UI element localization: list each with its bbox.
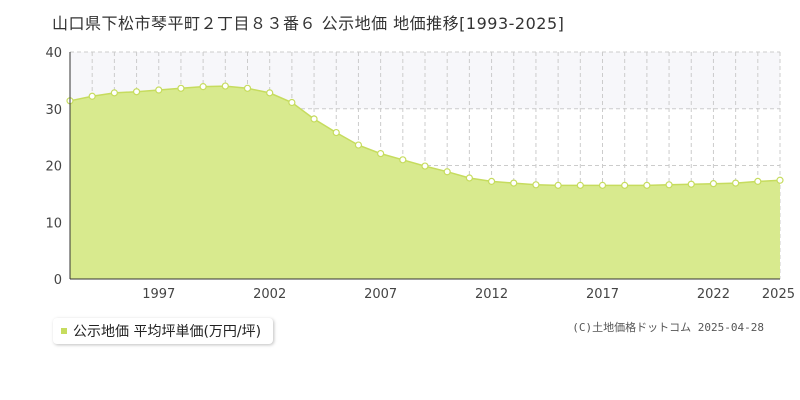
y-tick-labels: 0 10 20 30 40	[45, 46, 62, 288]
data-point	[487, 177, 496, 185]
legend-marker	[61, 328, 67, 334]
series-markers	[66, 82, 784, 189]
x-tick-label: 1997	[142, 287, 175, 302]
x-tick-label: 2017	[586, 287, 619, 302]
data-point	[155, 86, 163, 94]
y-tick-label: 20	[45, 160, 62, 175]
y-tick-label: 30	[45, 103, 62, 118]
data-point	[687, 180, 695, 188]
data-point	[665, 181, 673, 189]
data-point	[643, 181, 651, 189]
data-point	[443, 168, 451, 176]
data-point	[88, 92, 96, 100]
data-point	[621, 181, 629, 189]
copyright: (C)土地価格ドットコム 2025-04-28	[572, 321, 764, 334]
data-point	[576, 181, 584, 189]
y-tick-label: 10	[45, 216, 62, 231]
data-point	[221, 82, 229, 90]
x-tick-label: 2007	[364, 287, 397, 302]
data-point	[532, 181, 540, 189]
data-point	[776, 176, 784, 184]
data-point	[110, 89, 118, 97]
data-point	[243, 84, 252, 92]
x-tick-label: 2025	[762, 287, 795, 302]
data-point	[421, 162, 429, 170]
data-point	[310, 115, 318, 123]
y-tick-label: 0	[54, 273, 62, 288]
data-point	[554, 181, 562, 189]
data-point	[177, 84, 185, 92]
chart-title: 山口県下松市琴平町２丁目８３番６ 公示地価 地価推移[1993-2025]	[52, 14, 565, 33]
data-point	[754, 177, 762, 185]
data-point	[266, 89, 274, 97]
data-point	[709, 180, 718, 188]
data-point	[465, 174, 473, 182]
legend: 公示地価 平均坪単価(万円/坪)	[53, 318, 274, 344]
x-tick-label: 2002	[253, 287, 286, 302]
y-tick-label: 40	[45, 46, 62, 61]
data-point	[598, 181, 607, 189]
data-point	[510, 179, 518, 187]
data-point	[377, 149, 385, 158]
x-tick-label: 2022	[697, 287, 730, 302]
x-tick-label: 2012	[475, 287, 508, 302]
x-tick-labels: 1997 2002 2007 2012 2017 2022 2025	[142, 287, 795, 302]
legend-label: 公示地価 平均坪単価(万円/坪)	[73, 324, 262, 340]
data-point	[354, 141, 363, 149]
data-point	[288, 98, 296, 107]
data-point	[732, 179, 740, 187]
data-point	[399, 156, 407, 164]
data-point	[132, 88, 141, 96]
data-point	[199, 83, 207, 91]
series-area	[70, 86, 780, 279]
data-point	[332, 128, 340, 137]
